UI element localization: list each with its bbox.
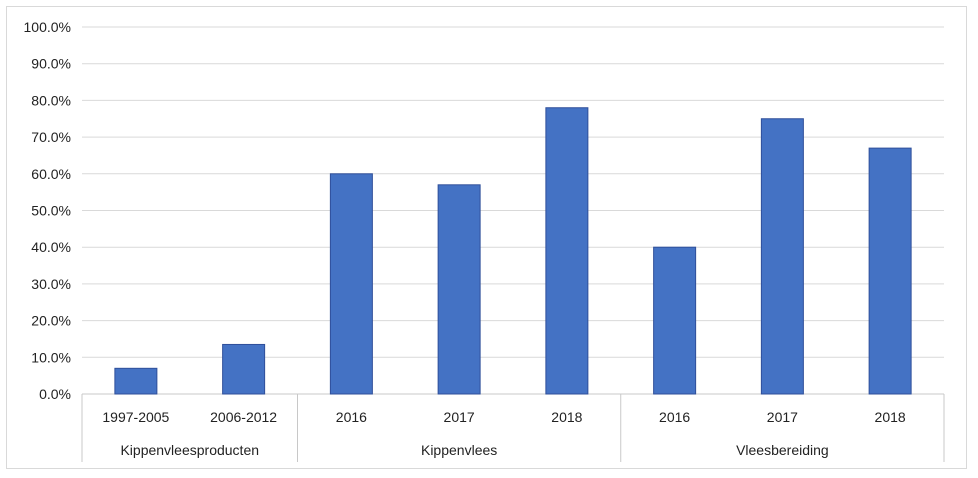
x-tick-label: 2018	[551, 409, 582, 425]
x-tick-label: 2016	[336, 409, 367, 425]
group-label: Kippenvlees	[421, 442, 497, 458]
bar	[868, 147, 912, 395]
y-tick-label: 10.0%	[31, 349, 71, 365]
x-tick-label: 1997-2005	[102, 409, 169, 425]
x-tick-label: 2017	[444, 409, 475, 425]
bar	[329, 173, 373, 395]
x-tick-label: 2018	[875, 409, 906, 425]
bar	[114, 367, 158, 395]
group-label: Kippenvleesproducten	[120, 442, 259, 458]
y-tick-label: 100.0%	[24, 19, 71, 35]
bar	[760, 118, 804, 395]
x-tick-label: 2006-2012	[210, 409, 277, 425]
y-tick-label: 0.0%	[39, 386, 71, 402]
y-tick-label: 60.0%	[31, 166, 71, 182]
bar	[437, 184, 481, 395]
y-tick-label: 50.0%	[31, 203, 71, 219]
y-tick-label: 80.0%	[31, 92, 71, 108]
bar	[222, 343, 266, 395]
chart-frame: 0.0% 10.0% 20.0% 30.0% 40.0% 50.0% 60.0% 70.0% 8…	[6, 6, 967, 469]
x-tick-label: 2017	[767, 409, 798, 425]
y-tick-label: 70.0%	[31, 129, 71, 145]
bar	[653, 246, 697, 395]
group-label: Vleesbereiding	[736, 442, 829, 458]
y-tick-label: 20.0%	[31, 313, 71, 329]
y-tick-label: 40.0%	[31, 239, 71, 255]
x-tick-label: 2016	[659, 409, 690, 425]
bar-chart: 0.0% 10.0% 20.0% 30.0% 40.0% 50.0% 60.0% 70.0% 8…	[24, 19, 945, 462]
bar	[545, 107, 589, 395]
y-tick-label: 30.0%	[31, 276, 71, 292]
y-tick-label: 90.0%	[31, 56, 71, 72]
